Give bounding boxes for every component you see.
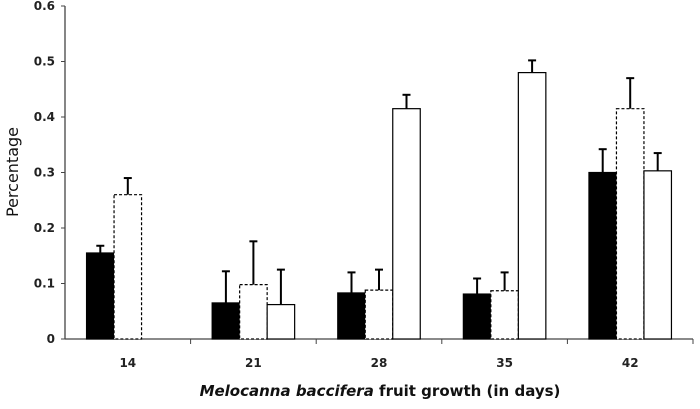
y-tick-label: 0.6 <box>34 0 55 13</box>
y-tick-label: 0.5 <box>34 55 55 69</box>
x-axis-label-rest: fruit growth (in days) <box>374 382 561 400</box>
y-tick-label: 0.2 <box>34 221 55 235</box>
bar-dashed-white <box>490 290 519 340</box>
bar-solid-white <box>517 71 547 340</box>
bar-solid-black <box>211 302 241 340</box>
bar-solid-black <box>85 252 115 340</box>
y-axis-label: Percentage <box>3 127 22 217</box>
bar-dashed-white <box>364 289 394 340</box>
bar-solid-white <box>643 170 673 340</box>
x-axis-label-species: Melocanna baccifera <box>200 382 374 400</box>
y-tick-label: 0.1 <box>34 277 55 291</box>
y-tick-label: 0.3 <box>34 166 55 180</box>
x-tick-label: 21 <box>245 356 262 370</box>
bar-dashed-white <box>113 194 143 340</box>
x-tick-label: 42 <box>622 356 639 370</box>
x-tick-label: 28 <box>371 356 388 370</box>
bar-solid-white <box>266 303 296 340</box>
bar-solid-black <box>337 292 366 340</box>
x-tick-label: 14 <box>119 356 136 370</box>
bar-solid-white <box>392 108 421 340</box>
x-axis-label: Melocanna baccifera fruit growth (in day… <box>200 382 561 400</box>
bar-solid-black <box>588 171 618 340</box>
bar-dashed-white <box>615 108 645 340</box>
bar-dashed-white <box>239 284 268 340</box>
bar-solid-black <box>462 293 492 340</box>
y-tick-label: 0.4 <box>34 110 55 124</box>
x-tick-label: 35 <box>496 356 513 370</box>
y-tick-label: 0 <box>47 332 55 346</box>
